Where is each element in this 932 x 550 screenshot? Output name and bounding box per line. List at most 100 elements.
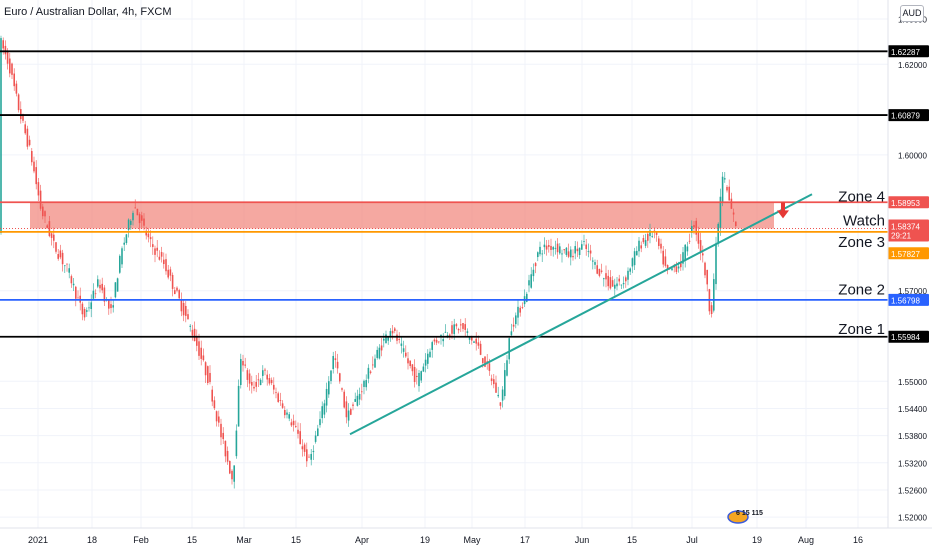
candle-body: [110, 304, 112, 309]
candle-body: [196, 335, 198, 346]
candle-body: [235, 430, 238, 457]
candle-body: [636, 250, 638, 256]
candle-body: [583, 241, 585, 242]
candle-body: [292, 420, 295, 426]
candle-body: [585, 244, 587, 250]
candle-body: [416, 375, 418, 377]
candle-body: [493, 379, 495, 385]
candle-body: [684, 244, 686, 261]
level-tag: [888, 45, 929, 58]
candle-body: [279, 400, 282, 401]
candle-body: [695, 220, 697, 235]
candle-body: [721, 176, 724, 203]
candle-body: [504, 370, 506, 397]
level-tag: [888, 293, 929, 306]
candle-body: [15, 83, 18, 94]
candle-body: [528, 280, 530, 286]
candle-body: [728, 186, 730, 201]
y-tick-label: 1.53800: [898, 432, 927, 441]
x-tick-label: May: [463, 535, 481, 545]
candle-body: [330, 370, 332, 382]
candle-body: [81, 303, 84, 315]
candle-body: [677, 266, 680, 269]
candle-body: [277, 393, 279, 402]
candle-body: [4, 45, 7, 55]
candle-body: [169, 269, 172, 276]
candle-body: [325, 388, 328, 406]
candle-body: [633, 251, 636, 266]
candle-body: [532, 269, 535, 277]
candle-body: [449, 334, 451, 336]
candle-body: [174, 290, 176, 295]
candle-body: [495, 382, 497, 393]
candle-body: [224, 440, 227, 457]
x-tick-label: 19: [420, 535, 430, 545]
candle-body: [46, 225, 48, 228]
candle-body: [77, 297, 79, 299]
candle-body: [589, 250, 592, 254]
level-label: 1.62287: [891, 48, 920, 57]
candle-body: [578, 247, 581, 256]
candle-body: [706, 269, 708, 285]
current-price-label: 1.58374: [891, 222, 920, 231]
currency-button[interactable]: AUD: [900, 5, 924, 22]
secondary-price-tag: [888, 247, 929, 260]
zone-label: Zone 1: [838, 321, 885, 338]
y-tick-label: 1.52600: [898, 486, 927, 495]
candle-body: [125, 234, 128, 244]
candle-body: [132, 212, 134, 221]
candle-body: [642, 238, 645, 243]
candle-body: [347, 410, 350, 421]
candle-body: [510, 331, 513, 336]
candle-body: [123, 242, 125, 245]
candle-body: [61, 252, 64, 265]
candle-body: [600, 270, 603, 272]
candle-body: [310, 453, 312, 460]
candle-body: [130, 220, 132, 225]
candle-body: [655, 232, 658, 235]
candle-body: [512, 324, 515, 327]
candle-body: [158, 256, 161, 260]
candle-body: [281, 403, 284, 408]
candle-body: [662, 250, 664, 265]
candle-body: [565, 247, 568, 255]
candle-body: [629, 268, 631, 272]
candle-body: [570, 249, 572, 258]
candle-body: [581, 244, 583, 250]
countdown-label: 29:21: [891, 231, 912, 240]
candle-body: [614, 284, 616, 289]
candle-body: [75, 286, 77, 299]
candle-body: [559, 246, 561, 254]
candle-body: [490, 378, 493, 381]
candle-body: [732, 212, 735, 215]
arrow-shaft: [781, 202, 785, 212]
candle-body: [515, 315, 517, 325]
candle-body: [31, 151, 33, 163]
candle-body: [616, 283, 618, 287]
candle-body: [429, 351, 431, 358]
candle-body: [246, 370, 249, 380]
candle-body: [156, 247, 158, 251]
candle-body: [572, 255, 574, 258]
x-tick-label: 2021: [28, 535, 48, 545]
candle-body: [286, 412, 288, 415]
candle-body: [506, 360, 508, 376]
candle-body: [92, 290, 95, 299]
candle-body: [336, 361, 339, 369]
candle-body: [209, 372, 211, 383]
candle-body: [284, 410, 286, 416]
candle-body: [402, 348, 405, 352]
candle-body: [17, 94, 20, 111]
candle-body: [413, 367, 416, 383]
candle-body: [149, 237, 152, 240]
candle-body: [154, 248, 156, 255]
x-tick-label: Jun: [575, 535, 590, 545]
candle-body: [713, 279, 715, 311]
svg-text:6 15 115: 6 15 115: [736, 510, 763, 517]
candle-body: [86, 310, 88, 312]
candle-body: [101, 283, 103, 291]
candle-body: [574, 246, 576, 254]
candle-body: [108, 300, 110, 309]
candle-body: [270, 379, 273, 384]
